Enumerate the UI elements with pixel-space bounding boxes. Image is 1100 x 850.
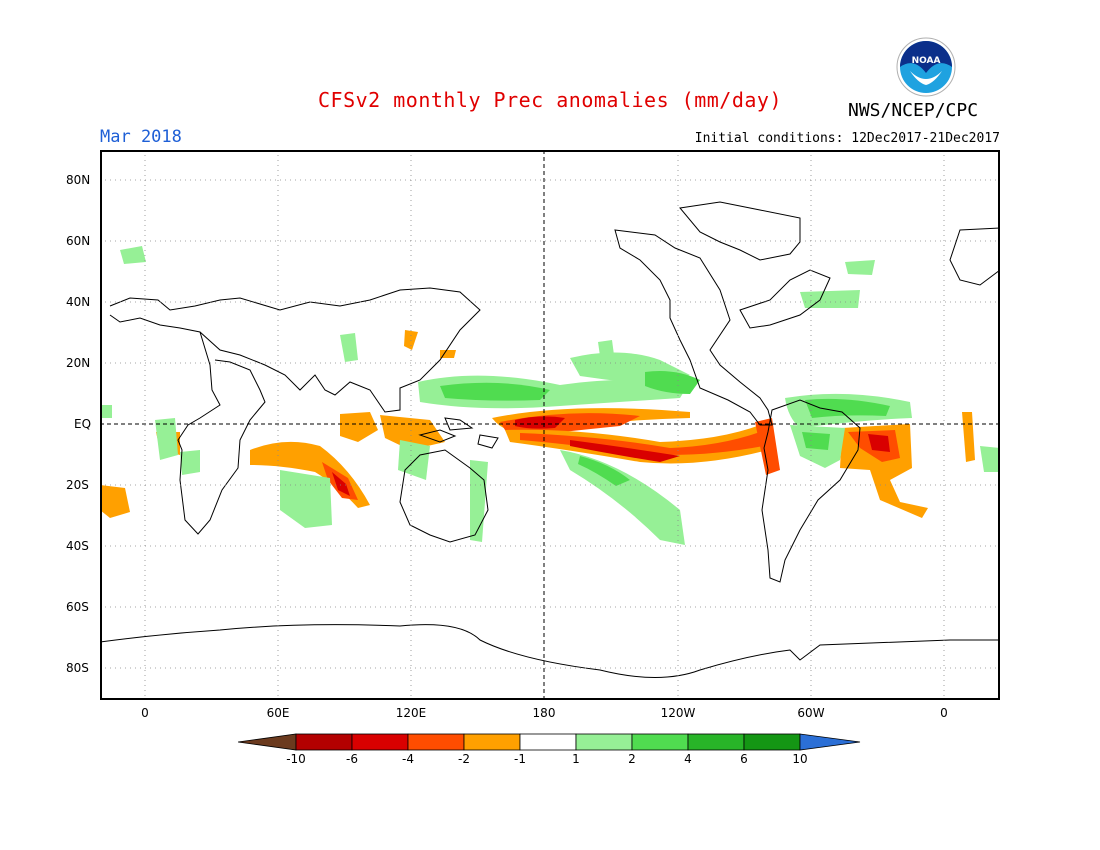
lat-tick-60n: 60N bbox=[66, 234, 91, 248]
colorbar-swatch-minus2-minus1 bbox=[463, 733, 521, 751]
colorbar-swatch-below-minus10 bbox=[238, 733, 297, 751]
lat-tick-60s: 60S bbox=[66, 600, 89, 614]
lat-tick-20n: 20N bbox=[66, 356, 91, 370]
colorbar-label-minus4: -4 bbox=[402, 752, 414, 766]
colorbar-swatch-minus10-minus6 bbox=[295, 733, 353, 751]
lat-tick-80n: 80N bbox=[66, 173, 91, 187]
initial-conditions: Initial conditions: 12Dec2017-21Dec2017 bbox=[694, 131, 1000, 146]
lon-tick-120w: 120W bbox=[660, 706, 696, 720]
colorbar-label-10: 10 bbox=[792, 752, 808, 766]
colorbar-swatch-4-6 bbox=[687, 733, 745, 751]
lat-tick-20s: 20S bbox=[66, 478, 89, 492]
colorbar-swatch-1-2 bbox=[575, 733, 633, 751]
colorbar-label-minus10: -10 bbox=[286, 752, 306, 766]
lon-tick-0-west: 0 bbox=[141, 706, 149, 720]
noaa-logo: NOAA bbox=[896, 37, 956, 97]
colorbar-label-6: 6 bbox=[740, 752, 748, 766]
precip-anomaly-map bbox=[100, 150, 1000, 700]
colorbar-swatch-minus4-minus2 bbox=[407, 733, 465, 751]
lat-tick-80s: 80S bbox=[66, 661, 89, 675]
colorbar-swatch-above-10 bbox=[799, 733, 861, 751]
coastlines bbox=[100, 201, 1000, 678]
dry-anomaly-regions bbox=[100, 330, 975, 518]
colorbar-label-4: 4 bbox=[684, 752, 692, 766]
lat-tick-eq: EQ bbox=[74, 417, 92, 431]
map-frame bbox=[100, 150, 1000, 700]
colorbar-label-minus6: -6 bbox=[346, 752, 358, 766]
map-title: CFSv2 monthly Prec anomalies (mm/day) bbox=[317, 88, 783, 112]
colorbar-label-1: 1 bbox=[572, 752, 580, 766]
colorbar-label-2: 2 bbox=[628, 752, 636, 766]
colorbar bbox=[238, 733, 861, 751]
lat-tick-40s: 40S bbox=[66, 539, 89, 553]
lon-tick-0-east: 0 bbox=[940, 706, 948, 720]
forecast-month: Mar 2018 bbox=[100, 127, 182, 147]
lon-tick-180: 180 bbox=[532, 706, 556, 720]
reference-lines bbox=[100, 150, 1000, 700]
colorbar-label-minus2: -2 bbox=[458, 752, 470, 766]
colorbar-swatch-minus6-minus4 bbox=[351, 733, 409, 751]
lat-tick-40n: 40N bbox=[66, 295, 91, 309]
grid-lines bbox=[100, 150, 1000, 700]
lon-tick-120e: 120E bbox=[395, 706, 427, 720]
noaa-logo-text: NOAA bbox=[912, 56, 941, 66]
agency-label: NWS/NCEP/CPC bbox=[848, 100, 979, 121]
colorbar-swatch-2-4 bbox=[631, 733, 689, 751]
lon-tick-60w: 60W bbox=[797, 706, 825, 720]
wet-anomaly-regions bbox=[100, 246, 1000, 545]
colorbar-label-minus1: -1 bbox=[514, 752, 526, 766]
colorbar-swatch-6-10 bbox=[743, 733, 801, 751]
colorbar-swatch-minus1-1 bbox=[519, 733, 577, 751]
lon-tick-60e: 60E bbox=[266, 706, 290, 720]
